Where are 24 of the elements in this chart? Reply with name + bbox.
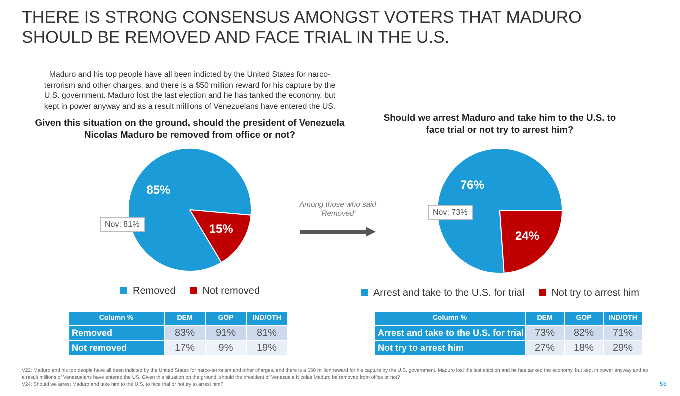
data-label: 18% — [565, 341, 603, 355]
legend-label: Removed — [132, 286, 176, 297]
text: Nov: 81% — [100, 217, 145, 232]
text: Nov: 73% — [428, 205, 473, 220]
data-label: 82% — [565, 326, 603, 340]
text: THERE IS STRONG CONSENSUS AMONGST VOTERS THAT MADURO SHOULD BE REMOVED AND FACE TRIAL IN THE U.S. — [22, 8, 582, 48]
data-label: 27% — [526, 341, 564, 355]
data-label: 17% — [165, 341, 205, 355]
data-label: 76% — [460, 178, 485, 192]
data-label: 29% — [604, 341, 642, 355]
data-label: 81% — [247, 326, 287, 340]
legend-label: Not removed — [202, 286, 260, 297]
data-label: 85% — [146, 182, 172, 197]
data-label: 83% — [165, 326, 205, 340]
data-label: 71% — [604, 326, 642, 340]
data-label: 9% — [206, 341, 246, 355]
chart-subtitle: Given this situation on the ground, should the president of Venezuela Nicolas Maduro be removed from office or not? — [35, 117, 345, 141]
data-label: 91% — [206, 326, 246, 340]
data-label: 24% — [516, 228, 540, 243]
data-label: 73% — [526, 326, 564, 340]
legend-label: Not try to arrest him — [552, 288, 640, 299]
data-label: 15% — [209, 222, 234, 236]
data-label: 19% — [247, 341, 287, 355]
chart-title: Should we arrest Maduro and take him to the U.S. to face trial or not try to arrest him? — [382, 112, 618, 136]
